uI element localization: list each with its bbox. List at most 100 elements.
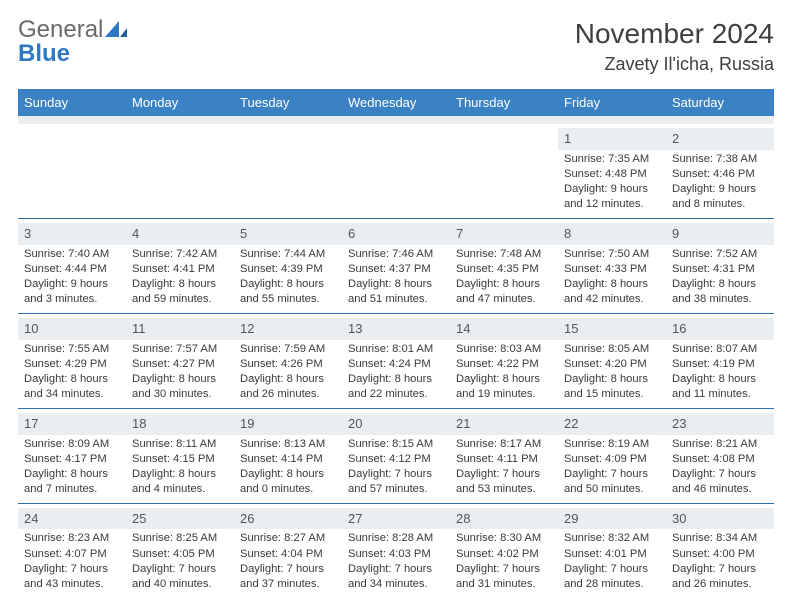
day-cell: 5Sunrise: 7:44 AMSunset: 4:39 PMDaylight…	[234, 219, 342, 313]
day-cell: 6Sunrise: 7:46 AMSunset: 4:37 PMDaylight…	[342, 219, 450, 313]
sunset-text: Sunset: 4:20 PM	[564, 357, 660, 372]
sunset-text: Sunset: 4:26 PM	[240, 357, 336, 372]
sunset-text: Sunset: 4:31 PM	[672, 262, 768, 277]
sunrise-text: Sunrise: 8:32 AM	[564, 531, 660, 546]
sunrise-text: Sunrise: 7:50 AM	[564, 247, 660, 262]
sunset-text: Sunset: 4:04 PM	[240, 547, 336, 562]
day-number: 20	[342, 413, 450, 435]
day-cell: 17Sunrise: 8:09 AMSunset: 4:17 PMDayligh…	[18, 409, 126, 503]
week-row: 1Sunrise: 7:35 AMSunset: 4:48 PMDaylight…	[18, 124, 774, 218]
day-cell: 24Sunrise: 8:23 AMSunset: 4:07 PMDayligh…	[18, 504, 126, 598]
dow-friday: Friday	[558, 89, 666, 116]
day-cell: 12Sunrise: 7:59 AMSunset: 4:26 PMDayligh…	[234, 314, 342, 408]
day-cell: 16Sunrise: 8:07 AMSunset: 4:19 PMDayligh…	[666, 314, 774, 408]
sunrise-text: Sunrise: 8:11 AM	[132, 437, 228, 452]
day-number: 30	[666, 508, 774, 530]
sunset-text: Sunset: 4:15 PM	[132, 452, 228, 467]
day-cell: 15 Sunrise: 8:05 AMSunset: 4:20 PMDayligh…	[558, 314, 666, 408]
sunset-text: Sunset: 4:33 PM	[564, 262, 660, 277]
day-cell: 21Sunrise: 8:17 AMSunset: 4:11 PMDayligh…	[450, 409, 558, 503]
daylight-text: Daylight: 7 hours and 46 minutes.	[672, 467, 768, 497]
daylight-text: Daylight: 9 hours and 3 minutes.	[24, 277, 120, 307]
day-number: 21	[450, 413, 558, 435]
daylight-text: Daylight: 8 hours and 51 minutes.	[348, 277, 444, 307]
day-cell: 27Sunrise: 8:28 AMSunset: 4:03 PMDayligh…	[342, 504, 450, 598]
day-number: 29	[558, 508, 666, 530]
day-number: 13	[342, 318, 450, 340]
sunrise-text: Sunrise: 7:42 AM	[132, 247, 228, 262]
sunset-text: Sunset: 4:48 PM	[564, 167, 660, 182]
sunset-text: Sunset: 4:11 PM	[456, 452, 552, 467]
weeks-container: 1Sunrise: 7:35 AMSunset: 4:48 PMDaylight…	[18, 124, 774, 598]
header-right: November 2024 Zavety Il'icha, Russia	[575, 18, 774, 75]
day-cell: 19Sunrise: 8:13 AMSunset: 4:14 PMDayligh…	[234, 409, 342, 503]
daylight-text: Daylight: 8 hours and 22 minutes.	[348, 372, 444, 402]
week-row: 17Sunrise: 8:09 AMSunset: 4:17 PMDayligh…	[18, 409, 774, 503]
day-cell: 14Sunrise: 8:03 AMSunset: 4:22 PMDayligh…	[450, 314, 558, 408]
day-number: 10	[18, 318, 126, 340]
sunrise-text: Sunrise: 8:05 AM	[564, 342, 660, 357]
day-cell: 4Sunrise: 7:42 AMSunset: 4:41 PMDaylight…	[126, 219, 234, 313]
calendar: Sunday Monday Tuesday Wednesday Thursday…	[18, 89, 774, 598]
sunset-text: Sunset: 4:19 PM	[672, 357, 768, 372]
day-number: 22	[558, 413, 666, 435]
sunset-text: Sunset: 4:08 PM	[672, 452, 768, 467]
sunset-text: Sunset: 4:02 PM	[456, 547, 552, 562]
daylight-text: Daylight: 7 hours and 26 minutes.	[672, 562, 768, 592]
logo-blue: Blue	[18, 40, 70, 67]
daylight-text: Daylight: 7 hours and 53 minutes.	[456, 467, 552, 497]
day-number: 7	[450, 223, 558, 245]
day-number: 26	[234, 508, 342, 530]
sunrise-text: Sunrise: 8:23 AM	[24, 531, 120, 546]
sunrise-text: Sunrise: 7:40 AM	[24, 247, 120, 262]
logo-general: General	[18, 16, 103, 43]
dow-saturday: Saturday	[666, 89, 774, 116]
day-cell: 22Sunrise: 8:19 AMSunset: 4:09 PMDayligh…	[558, 409, 666, 503]
dow-row: Sunday Monday Tuesday Wednesday Thursday…	[18, 89, 774, 116]
day-cell: 11Sunrise: 7:57 AMSunset: 4:27 PMDayligh…	[126, 314, 234, 408]
daylight-text: Daylight: 8 hours and 0 minutes.	[240, 467, 336, 497]
day-cell	[342, 124, 450, 218]
daylight-text: Daylight: 8 hours and 15 minutes.	[564, 372, 660, 402]
sunset-text: Sunset: 4:05 PM	[132, 547, 228, 562]
sunset-text: Sunset: 4:09 PM	[564, 452, 660, 467]
sunrise-text: Sunrise: 7:57 AM	[132, 342, 228, 357]
sunset-text: Sunset: 4:14 PM	[240, 452, 336, 467]
sunset-text: Sunset: 4:12 PM	[348, 452, 444, 467]
sunrise-text: Sunrise: 8:15 AM	[348, 437, 444, 452]
day-number: 24	[18, 508, 126, 530]
dow-tuesday: Tuesday	[234, 89, 342, 116]
header-separator	[18, 116, 774, 124]
sunset-text: Sunset: 4:03 PM	[348, 547, 444, 562]
day-number: 19	[234, 413, 342, 435]
daylight-text: Daylight: 7 hours and 34 minutes.	[348, 562, 444, 592]
daylight-text: Daylight: 8 hours and 55 minutes.	[240, 277, 336, 307]
sunrise-text: Sunrise: 7:52 AM	[672, 247, 768, 262]
day-cell: 23Sunrise: 8:21 AMSunset: 4:08 PMDayligh…	[666, 409, 774, 503]
week-row: 24Sunrise: 8:23 AMSunset: 4:07 PMDayligh…	[18, 504, 774, 598]
daylight-text: Daylight: 8 hours and 19 minutes.	[456, 372, 552, 402]
sunrise-text: Sunrise: 8:34 AM	[672, 531, 768, 546]
daylight-text: Daylight: 8 hours and 11 minutes.	[672, 372, 768, 402]
day-cell: 13Sunrise: 8:01 AMSunset: 4:24 PMDayligh…	[342, 314, 450, 408]
sunrise-text: Sunrise: 7:55 AM	[24, 342, 120, 357]
daylight-text: Daylight: 8 hours and 30 minutes.	[132, 372, 228, 402]
sunrise-text: Sunrise: 8:19 AM	[564, 437, 660, 452]
day-number: 15	[558, 318, 666, 340]
day-number: 6	[342, 223, 450, 245]
sunset-text: Sunset: 4:46 PM	[672, 167, 768, 182]
day-number: 18	[126, 413, 234, 435]
sunrise-text: Sunrise: 8:01 AM	[348, 342, 444, 357]
day-number: 25	[126, 508, 234, 530]
day-cell: 8Sunrise: 7:50 AMSunset: 4:33 PMDaylight…	[558, 219, 666, 313]
day-cell: 1Sunrise: 7:35 AMSunset: 4:48 PMDaylight…	[558, 124, 666, 218]
logo-sail-icon	[105, 24, 127, 41]
location: Zavety Il'icha, Russia	[575, 54, 774, 75]
day-number: 3	[18, 223, 126, 245]
day-number: 5	[234, 223, 342, 245]
dow-wednesday: Wednesday	[342, 89, 450, 116]
day-cell: 10Sunrise: 7:55 AMSunset: 4:29 PMDayligh…	[18, 314, 126, 408]
dow-sunday: Sunday	[18, 89, 126, 116]
day-cell: 18Sunrise: 8:11 AMSunset: 4:15 PMDayligh…	[126, 409, 234, 503]
month-title: November 2024	[575, 18, 774, 50]
